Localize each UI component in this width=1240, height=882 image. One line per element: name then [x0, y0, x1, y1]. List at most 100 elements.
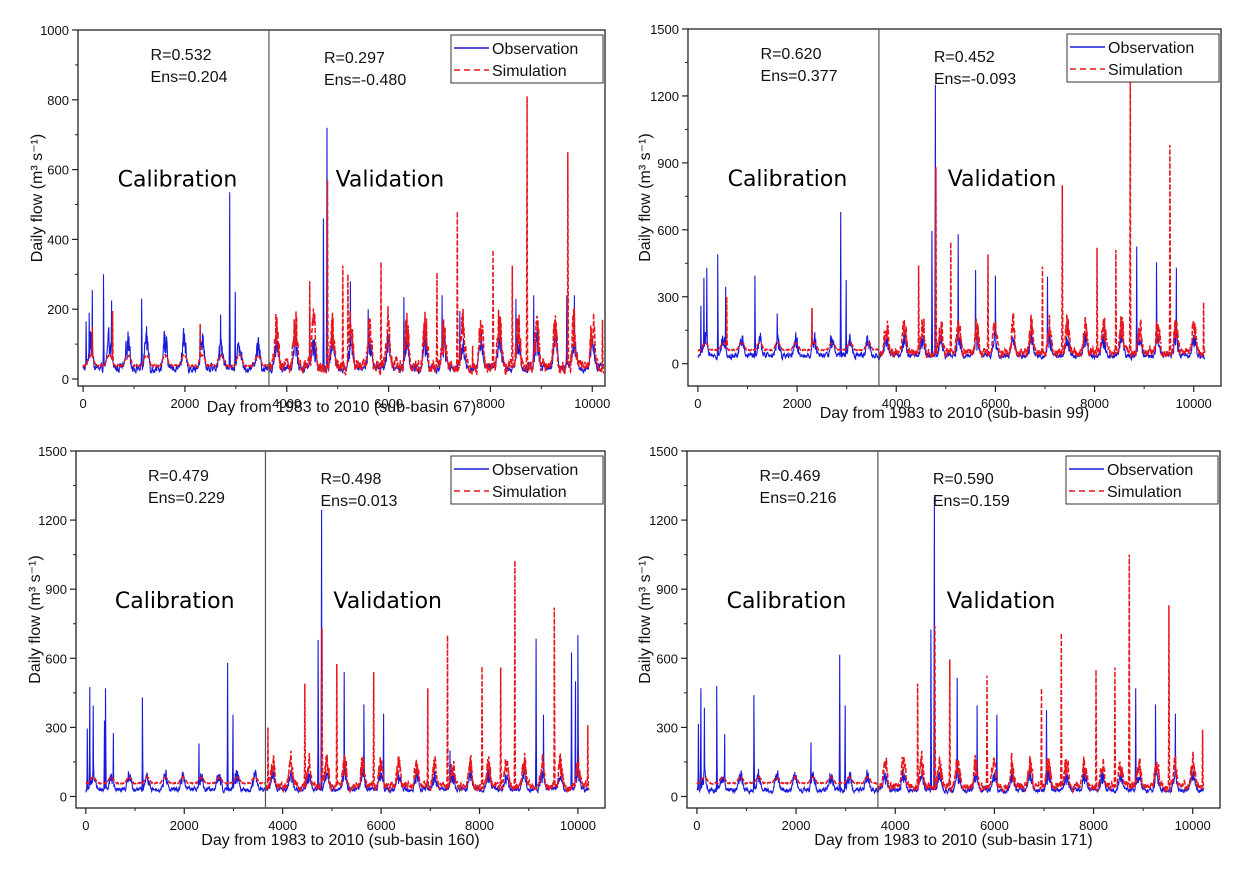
series-group	[82, 96, 605, 378]
legend-observation-label: Observation	[1108, 40, 1194, 57]
observation-line	[697, 84, 1206, 362]
legend-box	[450, 455, 604, 505]
y-tick-label: 200	[47, 302, 69, 317]
series-group	[85, 509, 590, 795]
legend-observation-label: Observation	[492, 462, 578, 479]
simulation-line	[696, 554, 1205, 795]
x-tick-label: 8000	[465, 818, 494, 833]
validation-period-label: Validation	[336, 168, 445, 193]
legend-observation-label: Observation	[492, 41, 578, 58]
legend-simulation-label: Simulation	[1107, 484, 1182, 501]
validation-ens-stat: Ens=-0.093	[934, 71, 1016, 88]
y-axis-title: Daily flow (m³ s⁻¹)	[27, 555, 44, 683]
x-tick-label: 2000	[782, 818, 811, 833]
y-tick-label: 1000	[40, 23, 69, 38]
x-tick-label: 2000	[170, 396, 199, 411]
y-tick-label: 900	[45, 582, 67, 597]
x-tick-label: 2000	[783, 396, 812, 411]
calibration-period-label: Calibration	[118, 168, 238, 193]
x-tick-label: 10000	[574, 396, 610, 411]
calibration-r-stat: R=0.479	[148, 468, 209, 485]
y-tick-label: 0	[62, 372, 69, 387]
y-tick-label: 600	[657, 223, 679, 238]
x-axis-title: Day from 1983 to 2010 (sub-basin 160)	[201, 832, 479, 849]
observation-line	[85, 509, 590, 795]
y-tick-label: 900	[656, 582, 678, 597]
calibration-r-stat: R=0.620	[761, 46, 822, 63]
legend-simulation-label: Simulation	[1108, 62, 1183, 79]
legend-observation-label: Observation	[1107, 462, 1193, 479]
legend-box	[450, 34, 604, 84]
y-tick-label: 600	[47, 163, 69, 178]
y-tick-label: 800	[47, 93, 69, 108]
calibration-ens-stat: Ens=0.216	[760, 490, 837, 507]
x-axis-title: Day from 1983 to 2010 (sub-basin 99)	[820, 405, 1089, 422]
y-tick-label: 1200	[38, 513, 67, 528]
y-tick-label: 600	[656, 651, 678, 666]
y-tick-label: 0	[60, 789, 67, 804]
x-tick-label: 6000	[980, 818, 1009, 833]
x-axis-title: Day from 1983 to 2010 (sub-basin 67)	[207, 399, 476, 416]
legend-simulation-label: Simulation	[492, 63, 567, 80]
calibration-ens-stat: Ens=0.377	[761, 68, 838, 85]
validation-r-stat: R=0.297	[324, 50, 385, 67]
chart-panel-sub-basin-160: 0 300 600 900 1200 1500 0 2000 4000 6000 8000 10000…	[0, 441, 620, 882]
validation-ens-stat: Ens=-0.480	[324, 72, 406, 89]
y-tick-label: 0	[672, 357, 679, 372]
y-tick-label: 600	[45, 651, 67, 666]
y-axis-title: Daily flow (m³ s⁻¹)	[29, 134, 46, 262]
validation-r-stat: R=0.590	[933, 471, 994, 488]
plot-frame	[686, 450, 1221, 809]
plot-frame	[75, 450, 606, 809]
legend: Observation Simulation	[1065, 455, 1219, 505]
y-tick-label: 300	[45, 720, 67, 735]
y-tick-label: 1500	[38, 444, 67, 459]
x-tick-label: 0	[79, 396, 86, 411]
x-tick-label: 10000	[1176, 396, 1212, 411]
x-tick-label: 0	[694, 396, 701, 411]
x-axis-title: Day from 1983 to 2010 (sub-basin 171)	[814, 832, 1092, 849]
y-axis-title: Daily flow (m³ s⁻¹)	[637, 133, 654, 261]
calibration-ens-stat: Ens=0.229	[148, 490, 225, 507]
calibration-r-stat: R=0.469	[760, 468, 821, 485]
y-tick-label: 300	[656, 720, 678, 735]
x-tick-label: 4000	[882, 396, 911, 411]
y-tick-label: 400	[47, 232, 69, 247]
x-tick-label: 6000	[367, 818, 396, 833]
chart-svg: 0 300 600 900 1200 1500 0 2000 4000 6000 8000 10000…	[637, 444, 1221, 849]
x-tick-label: 0	[82, 818, 89, 833]
validation-r-stat: R=0.452	[934, 49, 995, 66]
x-tick-label: 10000	[560, 818, 596, 833]
simulation-line	[85, 560, 590, 795]
chart-panel-sub-basin-99: 0 300 600 900 1200 1500 0 2000 4000 6000 8000 10000…	[620, 0, 1240, 441]
y-tick-label: 1200	[650, 89, 679, 104]
chart-svg: 0 300 600 900 1200 1500 0 2000 4000 6000 8000 10000…	[637, 22, 1222, 422]
legend-box	[1066, 33, 1220, 83]
series-group	[696, 497, 1205, 796]
calibration-r-stat: R=0.532	[151, 47, 212, 64]
observation-line	[82, 127, 605, 375]
validation-r-stat: R=0.498	[320, 471, 381, 488]
x-tick-label: 6000	[981, 396, 1010, 411]
y-tick-label: 0	[671, 789, 678, 804]
chart-svg: 0 300 600 900 1200 1500 0 2000 4000 6000 8000 10000…	[27, 444, 606, 849]
legend: Observation Simulation	[1066, 33, 1220, 83]
validation-period-label: Validation	[948, 167, 1057, 192]
y-axis-title: Daily flow (m³ s⁻¹)	[637, 555, 654, 683]
y-tick-label: 900	[657, 156, 679, 171]
y-tick-label: 1500	[649, 444, 678, 459]
y-tick-label: 1500	[650, 22, 679, 37]
simulation-line	[82, 96, 605, 378]
y-tick-label: 1200	[649, 513, 678, 528]
validation-ens-stat: Ens=0.159	[933, 493, 1010, 510]
calibration-period-label: Calibration	[115, 589, 235, 614]
x-tick-label: 2000	[170, 818, 199, 833]
x-tick-label: 8000	[1080, 396, 1109, 411]
simulation-line	[697, 78, 1206, 360]
legend: Observation Simulation	[450, 455, 604, 505]
x-tick-label: 4000	[268, 818, 297, 833]
chart-panel-sub-basin-67: 0 200 400 600 800 1000 0 2000 4000 6000 8000 10000 D…	[0, 0, 620, 441]
validation-period-label: Validation	[333, 589, 442, 614]
x-tick-label: 6000	[374, 396, 403, 411]
